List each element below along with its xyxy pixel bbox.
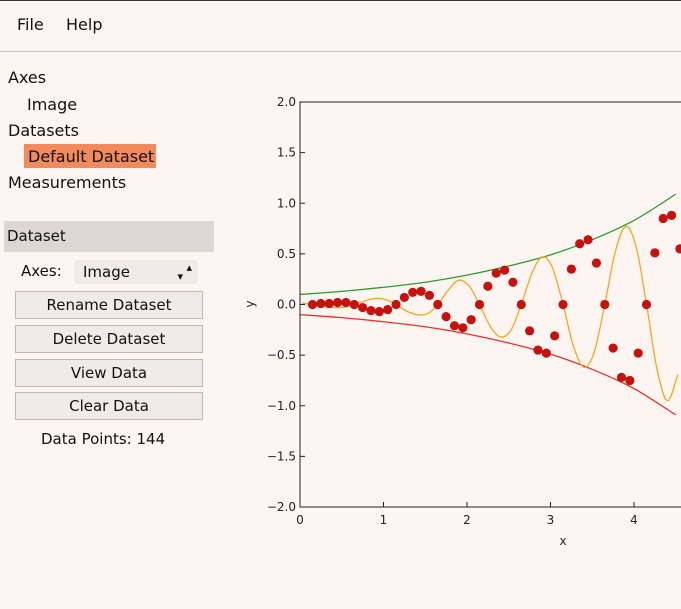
data-points: Data Points: 144 [41, 430, 165, 448]
data-point [358, 302, 368, 313]
y-axis-label: y [243, 300, 257, 307]
data-point [424, 290, 435, 300]
plot-area [300, 193, 681, 416]
data-point [483, 281, 493, 291]
data-point [408, 287, 418, 297]
button[interactable]: Clear Data [15, 392, 203, 420]
data-point [449, 321, 460, 331]
y-tick-label: −1.5 [267, 449, 296, 463]
x-tick-label: 2 [463, 513, 471, 527]
data-point [633, 348, 643, 358]
data-point [508, 277, 518, 287]
x-tick-label: 4 [630, 513, 638, 527]
button[interactable]: View Data [15, 359, 203, 387]
data-point [383, 304, 393, 315]
data-point [516, 299, 526, 310]
data-point [474, 299, 485, 310]
data-point [658, 213, 668, 224]
data-point [324, 298, 334, 309]
data-point [341, 297, 351, 308]
data-point [666, 210, 677, 220]
data-point [675, 244, 681, 254]
tree-item[interactable]: Measurements [8, 173, 127, 192]
data-point [583, 235, 593, 245]
data-point [391, 299, 401, 310]
curve [300, 193, 677, 296]
select-arrow: ▴ ▾ [177, 261, 192, 283]
data-point [550, 331, 560, 341]
data-point [616, 372, 627, 382]
x-axis-label: x [559, 534, 566, 548]
menu-item[interactable]: Help [66, 15, 103, 34]
data-point [591, 258, 602, 268]
data-point [558, 299, 568, 310]
data-point [366, 305, 376, 316]
data-point [374, 306, 384, 317]
data-point [433, 299, 443, 310]
data-point [625, 375, 635, 386]
panel-header: Dataset [4, 221, 214, 252]
data-point [641, 299, 652, 310]
curve [300, 313, 677, 416]
data-point [316, 298, 326, 309]
label: Data Points: [41, 430, 132, 448]
data-point [575, 239, 585, 249]
y-tick-label: 1.5 [277, 146, 296, 160]
select[interactable]: Image ▴ ▾ [74, 260, 198, 284]
data-point [332, 297, 343, 308]
tree-item[interactable]: Axes [8, 68, 47, 87]
y-tick-label: 1.0 [277, 196, 296, 210]
data-point [416, 286, 426, 296]
curve [301, 225, 679, 402]
menu-item[interactable]: File [17, 15, 44, 34]
data-point [499, 265, 510, 275]
data-point [349, 299, 359, 310]
button[interactable]: Delete Dataset [15, 325, 203, 353]
data-point [541, 348, 551, 358]
y-tick-label: −2.0 [267, 500, 296, 514]
window-border [0, 0, 681, 1]
data-point [650, 248, 660, 258]
x-tick-label: 3 [547, 513, 555, 527]
y-tick-label: −0.5 [267, 348, 296, 362]
button[interactable]: Rename Dataset [15, 291, 203, 319]
data-point [466, 315, 476, 325]
tree-item[interactable]: Datasets [8, 121, 79, 140]
tree-item[interactable]: Image [27, 95, 78, 114]
data-point [441, 312, 451, 322]
data-point [525, 326, 535, 336]
y-tick-label: 0.0 [277, 298, 296, 312]
x-tick-label: 0 [296, 513, 304, 527]
y-tick-label: −1.0 [267, 399, 296, 413]
tree-selection [24, 144, 156, 168]
data-point [566, 264, 576, 274]
select-value: Image [83, 263, 130, 281]
data-point [600, 299, 610, 310]
count: 144 [136, 430, 166, 448]
data-point [399, 292, 409, 303]
data-point [533, 345, 543, 355]
data-point [491, 268, 501, 278]
data-point [307, 299, 318, 310]
menu-bar [0, 0, 681, 52]
y-tick-label: 0.5 [277, 247, 296, 261]
x-tick-label: 1 [380, 513, 388, 527]
data-point [458, 323, 468, 333]
y-tick-label: 2.0 [277, 95, 296, 109]
label: Axes: [21, 262, 62, 280]
data-point [608, 343, 618, 353]
tree-item[interactable]: Default Dataset [28, 147, 155, 166]
